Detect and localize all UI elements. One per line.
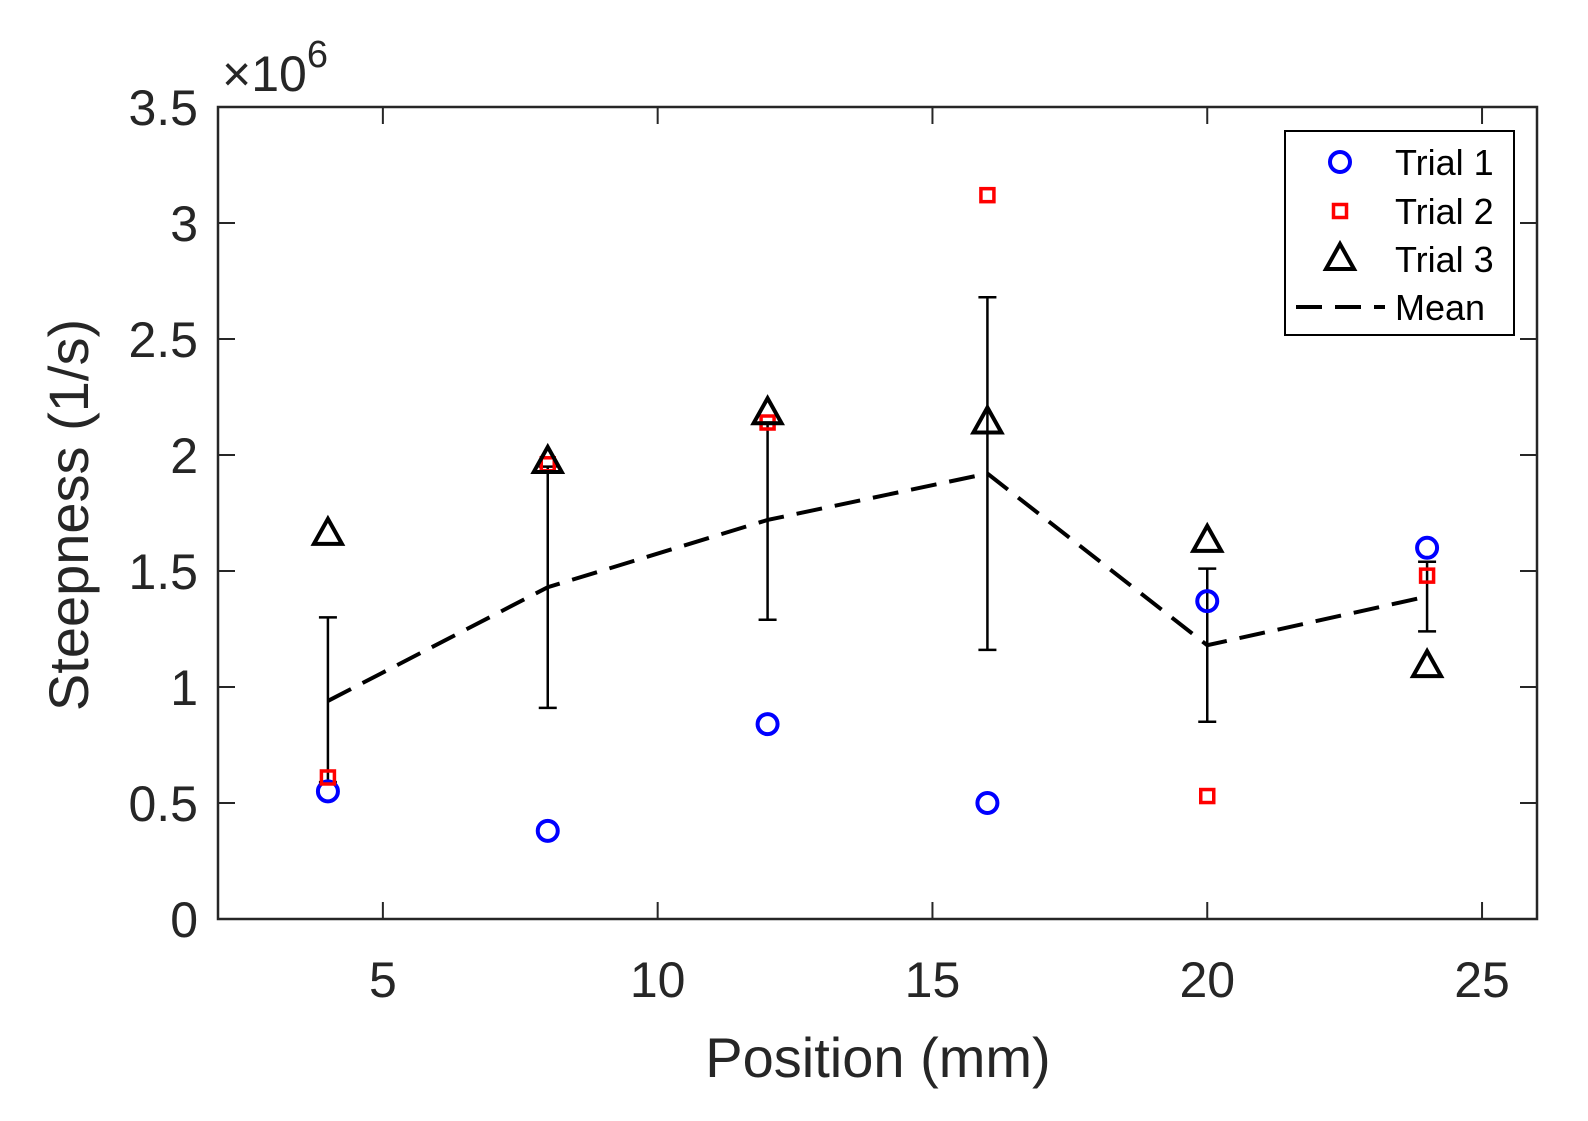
tick-labels: 5 10 15 20 25 0 0.5 1 1.5 2 2.5 3 3.5 — [128, 80, 1509, 1008]
trial-1-point — [755, 712, 780, 737]
x-tick-label: 10 — [630, 952, 686, 1008]
legend-swatch-trial-2 — [1331, 202, 1349, 220]
plot-frame — [216, 105, 1539, 921]
y-tick-label: 0 — [170, 892, 198, 948]
legend-swatch-trial-1 — [1328, 150, 1352, 174]
x-tick-label: 15 — [905, 952, 961, 1008]
y-tick-label: 1 — [170, 660, 198, 716]
trial-1-point — [1195, 589, 1220, 614]
trial-1-point — [975, 791, 1000, 815]
trial-2-point — [979, 186, 996, 204]
legend-label-trial-3: Trial 3 — [1395, 239, 1494, 280]
legend-label-trial-2: Trial 2 — [1395, 191, 1494, 232]
trial-2-point — [1199, 787, 1216, 805]
trial-3-point — [1189, 521, 1225, 553]
legend: Trial 1 Trial 2 Trial 3 Mean — [1284, 130, 1515, 336]
y-tick-label: 0.5 — [128, 776, 198, 832]
trial-3-point — [310, 514, 346, 546]
x-tick-label: 5 — [369, 952, 397, 1008]
mean-line-path — [326, 471, 1428, 703]
trial-2-point — [319, 769, 337, 786]
legend-swatch-trial-3 — [1322, 239, 1358, 271]
y-tick-label: 2.5 — [128, 312, 198, 368]
y-multiplier: ×106 — [222, 34, 328, 102]
legend-items: Trial 1 Trial 2 Trial 3 Mean — [1296, 142, 1494, 328]
trial-2-point — [1418, 567, 1436, 584]
trial-1-point — [535, 818, 560, 843]
trial-3-point — [970, 403, 1005, 435]
multiplier-exponent: 6 — [307, 34, 328, 76]
trial-1-point — [1415, 535, 1440, 560]
legend-box — [1284, 130, 1515, 336]
y-tick-label: 3.5 — [128, 80, 198, 136]
trial-3-point — [750, 394, 785, 426]
x-axis-label: Position (mm) — [705, 1026, 1050, 1089]
y-tick-label: 1.5 — [128, 544, 198, 600]
data-markers — [310, 186, 1445, 843]
mean-line — [326, 471, 1428, 703]
trial-1-point — [315, 779, 340, 804]
legend-label-trial-1: Trial 1 — [1395, 142, 1494, 183]
y-axis-label: Steepness (1/s) — [37, 319, 100, 711]
x-tick-label: 25 — [1454, 952, 1510, 1008]
trial-3-point — [1409, 647, 1445, 679]
x-tick-label: 20 — [1179, 952, 1235, 1008]
multiplier-base: ×10 — [222, 46, 307, 102]
y-tick-label: 2 — [170, 428, 198, 484]
legend-label-mean: Mean — [1395, 287, 1485, 328]
y-tick-label: 3 — [170, 196, 198, 252]
trial-3-point — [530, 442, 566, 474]
